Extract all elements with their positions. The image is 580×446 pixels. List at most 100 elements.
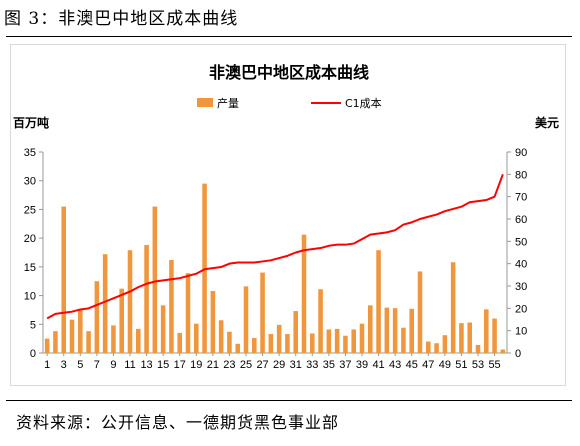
production-bar	[343, 335, 348, 353]
production-bar	[61, 206, 66, 353]
production-bar	[276, 324, 282, 353]
production-bar	[401, 327, 406, 353]
x-tick-label: 53	[472, 359, 484, 371]
x-tick-label: 7	[94, 359, 100, 371]
production-bar	[69, 319, 75, 353]
right-tick-label: 50	[515, 236, 527, 248]
x-tick-label: 17	[174, 359, 186, 371]
production-bar	[235, 343, 240, 353]
c1-cost-line	[46, 173, 504, 320]
x-tick-label: 51	[455, 359, 467, 371]
x-tick-label: 21	[207, 359, 219, 371]
x-tick-label: 3	[61, 359, 67, 371]
production-bar	[359, 323, 365, 353]
production-bar	[426, 341, 431, 353]
bottom-rule	[6, 400, 572, 401]
left-tick-label: 25	[24, 204, 36, 216]
right-tick-label: 40	[515, 259, 527, 271]
chart-panel: 非澳巴中地区成本曲线 产量 C1成本 百万吨 美元 0 5 10 15 20 25 30 35…	[10, 44, 566, 386]
chart-title: 非澳巴中地区成本曲线	[209, 63, 369, 82]
production-bar	[293, 311, 298, 353]
production-bar	[169, 259, 174, 353]
x-tick-label: 29	[273, 359, 285, 371]
production-bar	[260, 272, 265, 353]
x-tick-label: 1	[44, 359, 50, 371]
x-tick-label: 35	[323, 359, 335, 371]
x-tick-label: 47	[422, 359, 434, 371]
production-bar	[94, 281, 100, 353]
production-bar	[53, 331, 58, 353]
x-tick-label: 19	[190, 359, 202, 371]
x-tick-label: 25	[240, 359, 252, 371]
x-tick-label: 23	[223, 359, 235, 371]
legend-label-c1-cost: C1成本	[345, 96, 382, 110]
production-bar	[492, 318, 497, 353]
production-bar	[368, 305, 373, 353]
production-bar	[450, 262, 456, 353]
production-bar	[417, 271, 423, 353]
production-bar	[376, 250, 381, 353]
legend-swatch-production	[197, 98, 213, 107]
x-tick-label: 43	[389, 359, 401, 371]
production-bar	[127, 250, 133, 353]
right-tick-label: 10	[515, 326, 527, 338]
cost-curve-chart: 非澳巴中地区成本曲线 产量 C1成本 百万吨 美元 05101520253035…	[13, 63, 559, 371]
x-tick-label: 11	[124, 359, 135, 371]
x-tick-label: 37	[339, 359, 351, 371]
production-bar	[44, 338, 50, 353]
x-tick-label: 45	[406, 359, 418, 371]
production-bar	[243, 286, 249, 353]
figure-label: 图 3：非澳巴中地区成本曲线	[4, 9, 239, 29]
left-tick-label: 0	[30, 348, 36, 360]
production-bar	[252, 338, 257, 353]
right-tick-label: 0	[515, 348, 521, 360]
right-tick-label: 30	[515, 281, 527, 293]
production-bar	[119, 288, 124, 353]
left-tick-label: 5	[30, 319, 36, 331]
production-bar	[467, 322, 472, 353]
production-bar	[111, 325, 116, 353]
right-axis-title: 美元	[535, 115, 559, 130]
production-bar	[384, 307, 390, 353]
x-tick-label: 33	[306, 359, 318, 371]
x-tick-label: 55	[488, 359, 500, 371]
production-bar	[78, 309, 83, 353]
production-bar	[144, 245, 149, 353]
production-bar	[152, 206, 158, 353]
production-bar	[227, 331, 232, 353]
production-bar	[442, 335, 448, 353]
production-bar	[326, 329, 332, 353]
production-bar	[318, 289, 323, 353]
production-bar	[484, 309, 489, 353]
production-bar	[194, 323, 199, 353]
left-tick-label: 15	[24, 262, 36, 274]
production-bar	[285, 334, 290, 353]
production-bar	[185, 273, 191, 353]
x-tick-label: 27	[256, 359, 268, 371]
x-tick-label: 13	[140, 359, 152, 371]
production-bar	[268, 334, 274, 353]
production-bar	[310, 333, 315, 353]
right-tick-label: 80	[515, 169, 527, 181]
production-bar	[218, 320, 224, 353]
left-axis-title: 百万吨	[13, 115, 49, 130]
top-rule	[6, 36, 572, 37]
production-bar	[102, 254, 108, 353]
source-note: 资料来源：公开信息、一德期货黑色事业部	[16, 413, 340, 432]
x-tick-label: 5	[77, 359, 83, 371]
production-bar	[351, 329, 356, 353]
x-tick-label: 9	[110, 359, 116, 371]
production-bar	[160, 305, 166, 353]
production-bar	[434, 343, 439, 353]
x-tick-label: 49	[439, 359, 451, 371]
production-bar	[136, 328, 141, 353]
left-tick-label: 20	[24, 233, 36, 245]
x-tick-label: 31	[290, 359, 302, 371]
production-bar	[177, 332, 182, 353]
x-tick-label: 15	[157, 359, 169, 371]
left-tick-label: 35	[24, 147, 36, 159]
left-tick-label: 30	[24, 176, 36, 188]
production-bar	[459, 323, 464, 353]
right-tick-label: 60	[515, 214, 527, 226]
